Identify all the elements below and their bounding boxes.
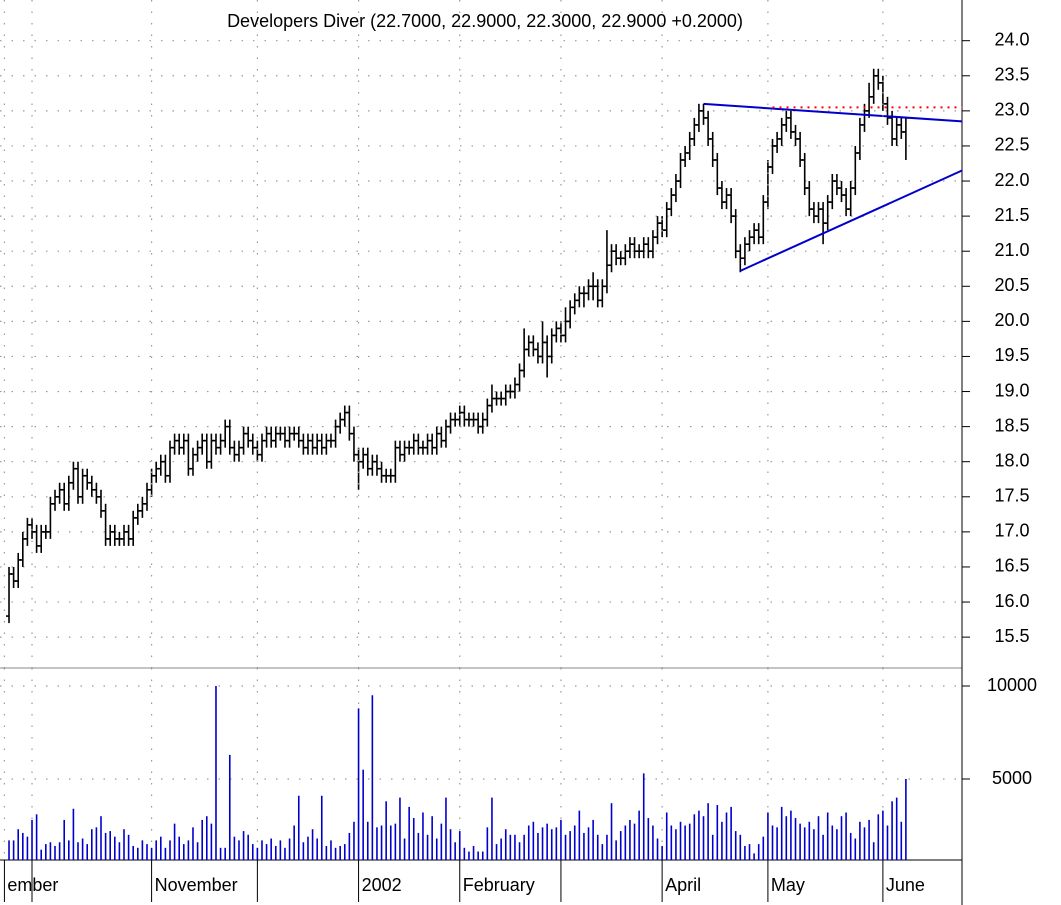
- y-tick-label: 19.0: [994, 380, 1029, 400]
- y-tick-label: 21.5: [994, 205, 1029, 225]
- y-tick-label: 22.0: [994, 170, 1029, 190]
- y-tick-label: 18.5: [994, 415, 1029, 435]
- chart-title: Developers Diver (22.7000, 22.9000, 22.3…: [227, 11, 743, 31]
- trendline: [739, 169, 963, 272]
- y-tick-label: 22.5: [994, 135, 1029, 155]
- y-tick-label: 19.5: [994, 345, 1029, 365]
- y-tick-label: 10000: [987, 675, 1037, 695]
- x-tick-label: February: [463, 875, 535, 895]
- y-tick-label: 16.5: [994, 556, 1029, 576]
- x-tick-label: June: [886, 875, 925, 895]
- x-tick-label: April: [665, 875, 701, 895]
- trendline: [703, 102, 963, 123]
- y-tick-label: 20.5: [994, 275, 1029, 295]
- y-tick-label: 18.0: [994, 450, 1029, 470]
- y-tick-label: 15.5: [994, 626, 1029, 646]
- y-tick-label: 24.0: [994, 29, 1029, 49]
- x-tick-label: ember: [7, 875, 58, 895]
- y-tick-label: 16.0: [994, 591, 1029, 611]
- y-tick-label: 21.0: [994, 240, 1029, 260]
- y-tick-label: 5000: [992, 768, 1032, 788]
- x-tick-label: 2002: [362, 875, 402, 895]
- y-tick-label: 23.0: [994, 100, 1029, 120]
- y-tick-label: 17.5: [994, 486, 1029, 506]
- x-tick-label: May: [771, 875, 805, 895]
- y-tick-label: 17.0: [994, 521, 1029, 541]
- x-tick-label: November: [155, 875, 238, 895]
- y-tick-label: 20.0: [994, 310, 1029, 330]
- y-tick-label: 23.5: [994, 65, 1029, 85]
